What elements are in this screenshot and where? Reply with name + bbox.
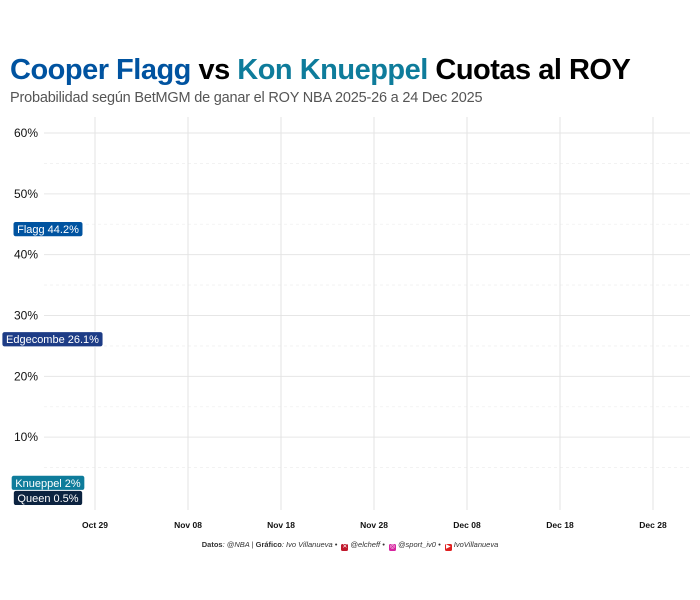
y-tick-label: 60% [14, 126, 38, 140]
y-tick-label: 50% [14, 187, 38, 201]
x-tick-label: Dec 08 [453, 520, 481, 530]
youtube-icon: ▶ [444, 544, 452, 551]
chart-caption: Datos: @NBA | Gráfico: Ivo Villanueva • … [0, 540, 700, 551]
caption-sep-1: • [380, 540, 387, 549]
y-tick-labels: 60% 50% 40% 30% 20% 10% [14, 126, 38, 444]
x-tick-label: Nov 28 [360, 520, 388, 530]
series-label-text: Edgecombe 26.1% [6, 334, 99, 346]
x-tick-label: Nov 18 [267, 520, 295, 530]
series-label-queen: Queen 0.5% [13, 490, 83, 506]
x-tick-label: Nov 08 [174, 520, 202, 530]
title-rest: Cuotas al ROY [427, 54, 631, 86]
series-label-text: Queen 0.5% [17, 493, 78, 505]
series-label-box [13, 490, 83, 506]
chart-title: Cooper Flagg vs Kon Knueppel Cuotas al R… [10, 52, 631, 88]
x-tick-label: Oct 29 [82, 520, 108, 530]
title-vs: vs [190, 54, 238, 86]
chart-subtitle: Probabilidad según BetMGM de ganar el RO… [10, 90, 483, 106]
caption-handle-ig: @sport_iv0 [397, 540, 436, 549]
x-tick-labels: Oct 29 Nov 08 Nov 18 Nov 28 Dec 08 Dec 18 Dec … [82, 520, 667, 530]
caption-datos-label: Datos [201, 540, 223, 549]
instagram-icon: ◎ [388, 544, 396, 551]
caption-handle-yt: IvoVillanueva [453, 540, 499, 549]
y-tick-label: 10% [14, 430, 38, 444]
series-end-labels: Flagg 44.2% Edgecombe 26.1% Knueppel 2% Que… [1, 221, 104, 506]
series-label-text: Flagg 44.2% [17, 224, 79, 236]
title-knueppel: Kon Knueppel [237, 54, 428, 86]
x-icon: ✕ [341, 544, 349, 551]
y-tick-label: 40% [14, 248, 38, 262]
series-label-box [1, 331, 104, 348]
y-tick-label: 20% [14, 369, 38, 383]
caption-sep-2: • [435, 540, 443, 549]
x-tick-label: Dec 28 [639, 520, 667, 530]
title-flagg: Cooper Flagg [10, 54, 191, 86]
caption-grafico-value: : Ivo Villanueva • [281, 540, 340, 549]
caption-grafico-label: Gráfico [255, 540, 282, 549]
x-tick-label: Dec 18 [546, 520, 574, 530]
caption-handle-x: @elcheff [350, 540, 381, 549]
y-tick-label: 30% [14, 309, 38, 323]
series-label-knueppel: Knueppel 2% [10, 474, 86, 491]
series-label-box [12, 221, 84, 238]
series-label-flagg: Flagg 44.2% [12, 221, 84, 238]
series-label-text: Knueppel 2% [15, 478, 81, 490]
caption-datos-value: : @NBA | [222, 540, 256, 549]
grid-layer [44, 117, 690, 510]
series-label-edgecombe: Edgecombe 26.1% [1, 331, 104, 348]
